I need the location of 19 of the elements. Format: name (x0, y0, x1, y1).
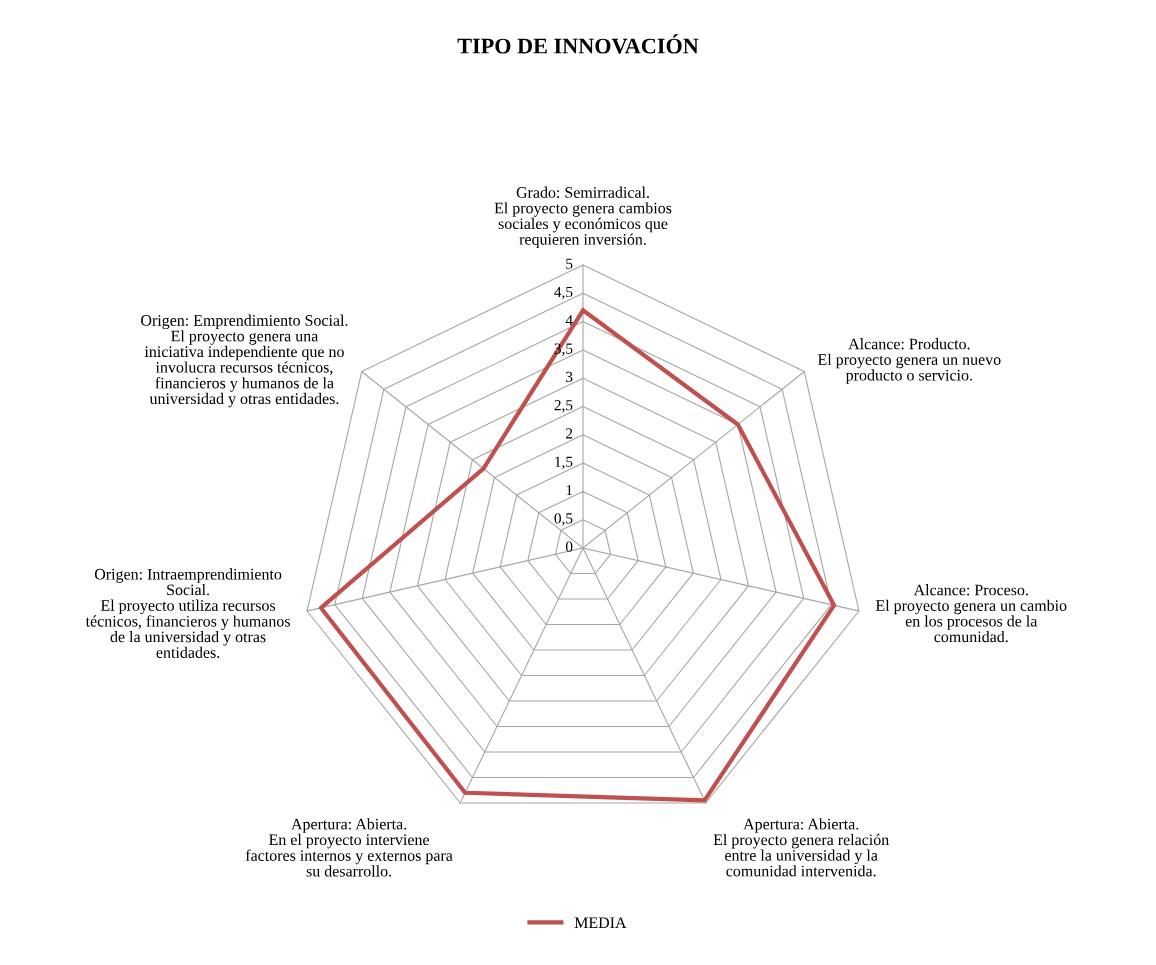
y-tick-label: 0 (565, 541, 573, 552)
legend-label: MEDIA (574, 917, 627, 928)
spoke-label: Apertura: Abierta. En el proyecto interviene factores internos y externos para su desarrollo. (245, 818, 453, 877)
spoke-label: Origen: Intraemprendimiento Social. El proyecto utiliza recursos técnicos, financieros y humanos de la universidad y otras entidades. (85, 568, 290, 658)
chart-title: TIPO DE INNOVACIÓN (457, 34, 699, 54)
spoke-label: Alcance: Producto. El proyecto genera un nuevo producto o servicio. (817, 338, 1001, 384)
y-tick-label: 0,5 (554, 513, 573, 526)
y-tick-label: 3 (566, 371, 573, 383)
y-tick-label: 1,5 (555, 456, 573, 470)
y-tick-label: 2,5 (554, 400, 573, 413)
y-tick-label: 5 (566, 258, 573, 269)
spoke-label: Origen: Emprendimiento Social. El proyecto genera una iniciativa independiente que no involucra recursos técnicos, financieros y humanos de la universidad y otras entidades. (141, 314, 348, 408)
spoke-label: Grado: Semirradical. El proyecto genera cambios sociales y económicos que requieren inversión. (494, 186, 672, 249)
y-tick-label: 4,5 (554, 286, 573, 300)
spoke-label: Alcance: Proceso. El proyecto genera un cambio en los procesos de la comunidad. (875, 584, 1067, 643)
y-tick-label: 2 (566, 428, 573, 439)
y-tick-label: 4 (565, 315, 573, 326)
y-tick-label: 1 (566, 484, 573, 496)
spoke-label: Apertura: Abierta. El proyecto genera relación entre la universidad y la comunidad intervenida. (713, 818, 889, 877)
